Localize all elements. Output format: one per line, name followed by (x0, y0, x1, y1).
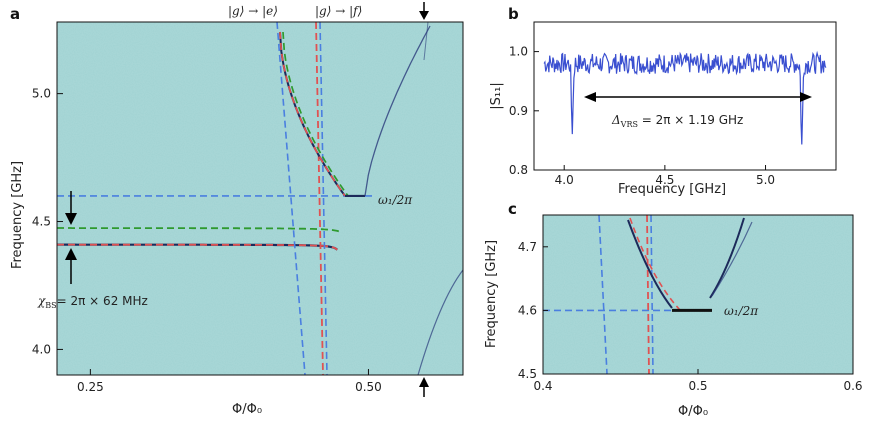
c-ge-line (598, 214, 608, 375)
b-xtick-label: 4.0 (555, 173, 574, 187)
panel-c-noise (543, 215, 853, 374)
vrs-double-arrow (584, 92, 812, 102)
chi-label: χBS= 2π × 62 MHz (37, 294, 148, 310)
c-right-branch (709, 217, 745, 299)
panel-a-ylabel: Frequency [GHz] (10, 161, 25, 269)
panel-b-frame (533, 21, 837, 171)
omega-label-c: ω₁/2π (724, 304, 759, 318)
s11-trace (543, 50, 827, 145)
panel-a-ticks: 0.25 0.50 4.0 4.5 5.0 (32, 87, 382, 394)
c-gf-line-red (646, 214, 650, 375)
b-ytick-label: 0.9 (509, 104, 528, 118)
a-ytick-label: 5.0 (32, 87, 51, 101)
top-feature (423, 21, 429, 61)
panel-c-xlabel: Φ/Φ₀ (678, 404, 708, 419)
panel-a-frame (56, 21, 464, 376)
panel-a-label: a (10, 5, 20, 23)
panel-b: ΔVRS = 2π × 1.19 GHz b 4.0 4.5 5.0 0.8 0.9 1.… (489, 5, 837, 197)
c-right-branch-2 (711, 221, 753, 297)
panel-a-noise (57, 22, 463, 375)
rising-branch (364, 25, 431, 197)
panel-c-ticks: 0.4 0.5 0.6 4.5 4.6 4.7 (518, 240, 863, 393)
a-xtick-label: 0.50 (355, 380, 382, 394)
panel-a: a χBS= 2π × 62 MHz ω₁/2π |g⟩ → |e⟩ |g⟩ →… (10, 2, 464, 417)
down-arrow-top (419, 2, 429, 20)
upper-branch-red (279, 31, 346, 197)
lower-branch-fit (57, 243, 338, 251)
b-ytick-label: 1.0 (509, 45, 528, 59)
panel-a-xlabel: Φ/Φ₀ (232, 402, 262, 417)
top-label-gf: |g⟩ → |f⟩ (315, 4, 362, 18)
panel-c-label: c (508, 200, 517, 218)
panel-b-ticks: 4.0 4.5 5.0 0.8 0.9 1.0 (509, 45, 775, 187)
upper-branch-green (282, 31, 349, 197)
up-arrow-bottom (419, 377, 429, 397)
chi-arrow-up (65, 248, 77, 284)
b-xtick-label: 4.5 (655, 173, 674, 187)
green-dashed-lower (57, 227, 343, 234)
a-xtick-label: 0.25 (77, 380, 104, 394)
c-left-branch (627, 219, 673, 309)
chi-arrow-down (65, 191, 77, 225)
a-ytick-label: 4.5 (32, 215, 51, 229)
panel-c-curves (543, 214, 753, 375)
panel-b-xlabel: Frequency [GHz] (618, 182, 726, 197)
c-gf-line-blue (650, 214, 654, 375)
panel-b-label: b (508, 5, 519, 23)
c-xtick-label: 0.6 (843, 379, 862, 393)
gf-line-blue (319, 21, 328, 376)
vrs-label: ΔVRS = 2π × 1.19 GHz (611, 113, 743, 129)
a-ytick-label: 4.0 (32, 342, 51, 356)
panel-c: ω₁/2π c 0.4 0.5 0.6 4.5 4.6 4.7 Φ/Φ₀ Frequenc… (484, 200, 863, 419)
right-feature (417, 269, 464, 376)
b-xtick-label: 5.0 (756, 173, 775, 187)
omega-label-a: ω₁/2π (378, 193, 413, 207)
c-xtick-label: 0.5 (688, 379, 707, 393)
c-left-branch-fit (629, 217, 681, 311)
b-ytick-label: 0.8 (509, 163, 528, 177)
panel-a-curves (57, 21, 464, 376)
c-ytick-label: 4.5 (518, 367, 537, 381)
c-xtick-label: 0.4 (533, 379, 552, 393)
c-ytick-label: 4.6 (518, 303, 537, 317)
panel-c-ylabel: Frequency [GHz] (484, 240, 499, 348)
ge-line (276, 21, 306, 376)
c-ytick-label: 4.7 (518, 240, 537, 254)
top-label-ge: |g⟩ → |e⟩ (228, 4, 278, 18)
panel-b-ylabel: |S₁₁| (489, 82, 504, 109)
gf-line-red (315, 21, 324, 376)
